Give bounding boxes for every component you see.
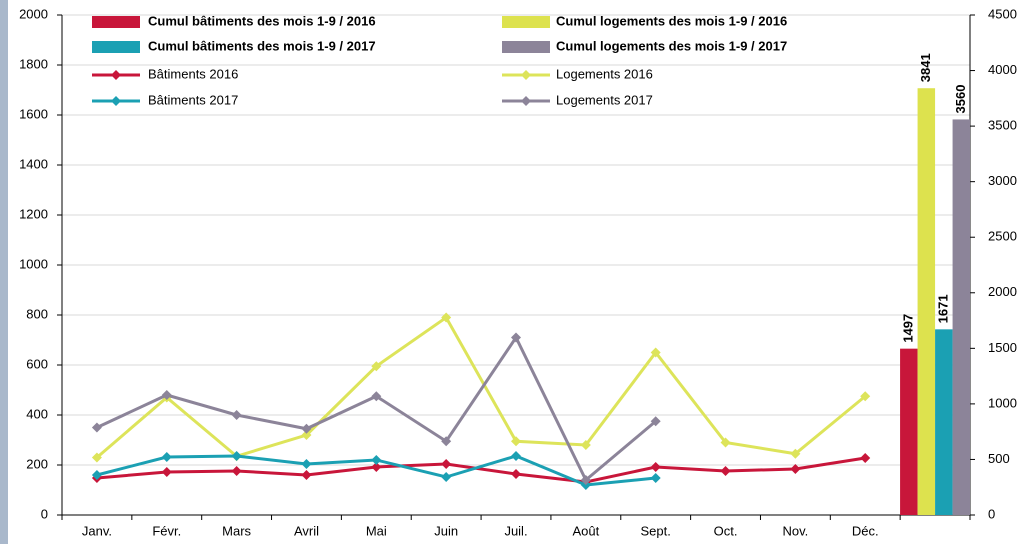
y-tick-label: 200 xyxy=(26,456,48,471)
line-marker xyxy=(231,466,242,476)
x-tick-label: Févr. xyxy=(152,523,181,538)
y2-tick-label: 4500 xyxy=(988,6,1017,21)
line-marker xyxy=(511,436,521,447)
legend-label: Cumul logements des mois 1-9 / 2017 xyxy=(556,38,787,53)
y2-tick-label: 4000 xyxy=(988,62,1017,77)
y2-tick-label: 500 xyxy=(988,451,1010,466)
line-marker xyxy=(650,462,661,472)
bar-value-label: 3560 xyxy=(953,85,968,114)
line-marker xyxy=(301,459,312,469)
line-marker xyxy=(650,416,661,427)
y-tick-label: 2000 xyxy=(19,6,48,21)
line-marker xyxy=(301,430,312,440)
legend-label: Cumul bâtiments des mois 1-9 / 2016 xyxy=(148,13,376,28)
line-marker xyxy=(860,453,871,463)
line-marker xyxy=(790,448,801,459)
y-tick-label: 1000 xyxy=(19,256,48,271)
legend-swatch xyxy=(502,16,550,28)
legend-marker xyxy=(111,70,121,80)
line-marker xyxy=(91,422,102,433)
y-tick-label: 1200 xyxy=(19,206,48,221)
line-marker xyxy=(580,475,591,485)
x-tick-label: Sept. xyxy=(641,523,671,538)
bar xyxy=(935,329,953,515)
line-marker xyxy=(511,451,521,461)
legend-swatch xyxy=(502,41,550,53)
bar xyxy=(900,348,918,515)
line-marker xyxy=(720,437,731,448)
line-marker xyxy=(371,391,382,402)
x-tick-label: Janv. xyxy=(82,523,112,538)
bar-value-label: 3841 xyxy=(918,53,933,82)
x-tick-label: Mai xyxy=(366,523,387,538)
line-marker xyxy=(650,347,661,358)
line-marker xyxy=(301,423,312,434)
y-tick-label: 600 xyxy=(26,356,48,371)
bar-value-label: 1671 xyxy=(935,294,950,323)
line-marker xyxy=(91,452,102,463)
bar xyxy=(917,88,936,515)
x-tick-label: Juin xyxy=(434,523,458,538)
line-marker xyxy=(580,440,591,450)
y-tick-label: 0 xyxy=(41,506,48,521)
line-marker xyxy=(301,470,312,480)
line-marker xyxy=(441,312,452,323)
x-tick-label: Août xyxy=(572,523,599,538)
x-tick-label: Mars xyxy=(222,523,251,538)
legend-label: Cumul logements des mois 1-9 / 2016 xyxy=(556,13,787,28)
line-marker xyxy=(790,464,801,474)
bar-value-label: 1497 xyxy=(900,314,915,343)
y2-tick-label: 0 xyxy=(988,506,995,521)
y2-tick-label: 3000 xyxy=(988,173,1017,188)
line-marker xyxy=(161,467,172,477)
y2-tick-label: 2000 xyxy=(988,284,1017,299)
legend-label: Cumul bâtiments des mois 1-9 / 2017 xyxy=(148,38,376,53)
line xyxy=(96,456,866,484)
line-marker xyxy=(511,469,521,479)
legend-marker xyxy=(521,96,531,106)
line-marker xyxy=(371,455,382,465)
x-tick-label: Déc. xyxy=(852,523,879,538)
x-tick-label: Nov. xyxy=(783,523,809,538)
y2-tick-label: 1500 xyxy=(988,340,1017,355)
y-tick-label: 1600 xyxy=(19,106,48,121)
legend-label: Bâtiments 2017 xyxy=(148,92,238,107)
y2-tick-label: 3500 xyxy=(988,118,1017,133)
line xyxy=(95,315,867,459)
line-marker xyxy=(371,361,382,372)
legend-marker xyxy=(521,70,531,80)
line-marker xyxy=(161,452,172,462)
line-marker xyxy=(441,472,452,482)
y-tick-label: 1800 xyxy=(19,56,48,71)
x-tick-label: Oct. xyxy=(714,523,738,538)
x-tick-label: Avril xyxy=(294,523,319,538)
frame-border xyxy=(0,0,8,544)
legend-swatch xyxy=(92,16,140,28)
line-marker xyxy=(720,466,731,476)
line-marker xyxy=(161,390,172,400)
y2-tick-label: 1000 xyxy=(988,395,1017,410)
line-marker xyxy=(650,473,661,483)
legend-marker xyxy=(111,96,121,106)
line-marker xyxy=(231,410,242,420)
line-marker xyxy=(441,459,452,469)
line-marker xyxy=(91,470,102,480)
y-tick-label: 1400 xyxy=(19,156,48,171)
line-marker xyxy=(371,462,382,472)
line-marker xyxy=(860,391,871,402)
legend-label: Logements 2016 xyxy=(556,66,653,81)
y-tick-label: 800 xyxy=(26,306,48,321)
line-marker xyxy=(511,332,521,343)
legend-swatch xyxy=(92,41,140,53)
x-tick-label: Juil. xyxy=(504,523,527,538)
y-tick-label: 400 xyxy=(26,406,48,421)
legend-label: Bâtiments 2016 xyxy=(148,66,238,81)
y2-tick-label: 2500 xyxy=(988,229,1017,244)
legend-label: Logements 2017 xyxy=(556,92,653,107)
bar xyxy=(952,119,971,515)
line-marker xyxy=(441,436,452,447)
line-marker xyxy=(231,451,242,461)
